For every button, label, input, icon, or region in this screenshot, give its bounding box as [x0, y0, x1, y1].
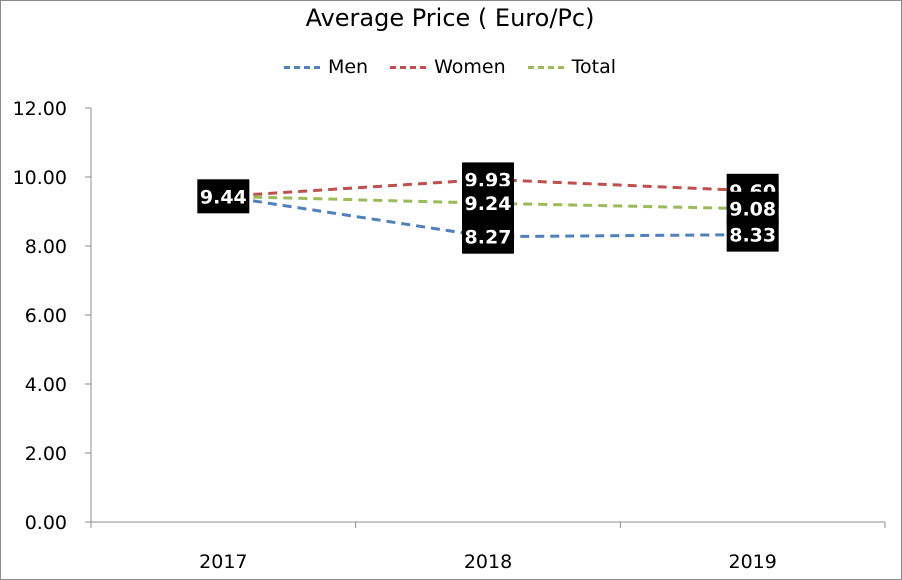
data-label: 9.44 — [200, 186, 247, 208]
legend-swatch — [390, 65, 427, 69]
chart-title: Average Price ( Euro/Pc) — [305, 4, 595, 32]
data-label-box — [462, 219, 514, 254]
series-line-total — [223, 194, 753, 211]
legend-item-women: Women — [390, 56, 506, 78]
y-tick-label: 8.00 — [25, 236, 67, 258]
y-tick-label: 6.00 — [25, 305, 67, 327]
data-label: 9.24 — [465, 193, 512, 215]
legend-item-total: Total — [527, 56, 617, 78]
y-tick-label: 4.00 — [25, 374, 67, 396]
data-label: 8.33 — [729, 225, 776, 247]
series-line-women — [223, 177, 753, 198]
data-label-box — [462, 186, 514, 221]
data-label-box — [726, 191, 779, 226]
x-tick-label: 2019 — [728, 551, 776, 573]
legend-swatch — [283, 65, 320, 69]
data-label: 9.08 — [729, 199, 776, 221]
legend-item-men: Men — [283, 56, 369, 78]
y-tick-label: 0.00 — [25, 512, 67, 534]
chart-legend: Men Women Total — [0, 56, 900, 78]
legend-swatch — [527, 65, 564, 69]
y-tick-label: 12.00 — [13, 98, 67, 120]
y-tick-label: 2.00 — [25, 443, 67, 465]
x-tick-label: 2018 — [464, 551, 512, 573]
data-label: 8.27 — [465, 227, 512, 249]
legend-label: Men — [327, 56, 369, 78]
y-tick-label: 10.00 — [13, 167, 67, 189]
x-tick-label: 2017 — [199, 551, 247, 573]
data-label: 9.93 — [465, 169, 512, 191]
data-label-box — [197, 179, 250, 214]
legend-label: Women — [434, 56, 506, 78]
legend-label: Total — [571, 56, 617, 78]
